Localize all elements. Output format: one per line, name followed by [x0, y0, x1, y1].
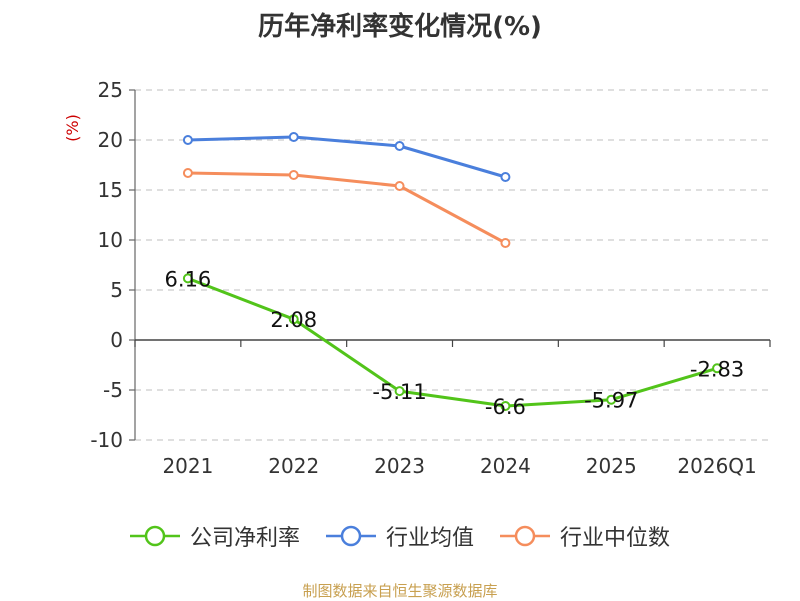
legend: 公司净利率 行业均值 行业中位数	[0, 520, 800, 552]
data-label: -6.6	[485, 395, 526, 419]
data-point	[394, 141, 405, 151]
data-label: 2.08	[270, 308, 317, 332]
y-tick-label: -10	[90, 428, 123, 452]
data-label: -5.97	[584, 389, 638, 413]
data-label: -5.11	[372, 380, 426, 404]
series-line	[187, 171, 507, 245]
data-point	[394, 181, 405, 191]
data-label: 6.16	[165, 267, 212, 291]
y-tick-label: 5	[110, 278, 123, 302]
legend-label: 行业中位数	[560, 526, 671, 551]
data-point	[500, 401, 511, 411]
data-point	[182, 135, 193, 145]
legend-swatch	[325, 525, 376, 547]
data-point	[288, 132, 299, 142]
source-note: 制图数据来自恒生聚源数据库	[302, 582, 498, 600]
data-point	[500, 238, 511, 248]
data-labels: 6.16 2.08 -5.11 -6.6 -5.97 -2.83	[165, 267, 745, 419]
legend-item[interactable]: 公司净利率	[129, 520, 300, 552]
data-point	[500, 172, 511, 182]
y-tick-label: 0	[110, 328, 123, 352]
legend-swatch	[129, 525, 180, 547]
data-point	[288, 314, 299, 325]
series-line	[187, 277, 718, 408]
y-axis-label: (%)	[63, 114, 82, 142]
y-tick-label: 25	[98, 78, 123, 102]
y-tick-label: -5	[103, 378, 123, 402]
y-tick-label: 10	[98, 228, 123, 252]
series-lines	[182, 132, 723, 411]
x-tick-label: 2025	[586, 454, 637, 478]
legend-item[interactable]: 行业均值	[325, 520, 474, 552]
legend-swatch	[500, 525, 550, 547]
chart-title: 历年净利率变化情况(%)	[258, 12, 542, 42]
axes: 25 20 15 10 5 0 -5 -10 2021 2022 2023 2024 2025 2026Q…	[90, 78, 771, 478]
y-tick-label: 20	[98, 128, 123, 152]
series-line	[187, 135, 506, 179]
legend-label: 行业均值	[385, 526, 474, 551]
data-point	[182, 273, 193, 284]
data-point	[606, 394, 617, 405]
data-point	[712, 363, 723, 374]
x-tick-label: 2022	[268, 454, 319, 478]
grid-lines	[135, 89, 770, 441]
x-tick-label: 2026Q1	[677, 454, 756, 478]
data-point	[288, 170, 299, 180]
line-chart: 25 20 15 10 5 0 -5 -10 2021 2022 2023 2024 2025 2026Q…	[63, 78, 771, 478]
x-tick-label: 2024	[480, 454, 531, 478]
legend-item[interactable]: 行业中位数	[500, 520, 670, 552]
data-point	[182, 168, 193, 178]
legend-label: 公司净利率	[189, 526, 300, 551]
x-tick-label: 2021	[162, 454, 213, 478]
y-tick-label: 15	[98, 178, 123, 202]
x-tick-label: 2023	[374, 454, 425, 478]
data-point	[394, 386, 405, 397]
data-label: -2.83	[690, 357, 744, 381]
